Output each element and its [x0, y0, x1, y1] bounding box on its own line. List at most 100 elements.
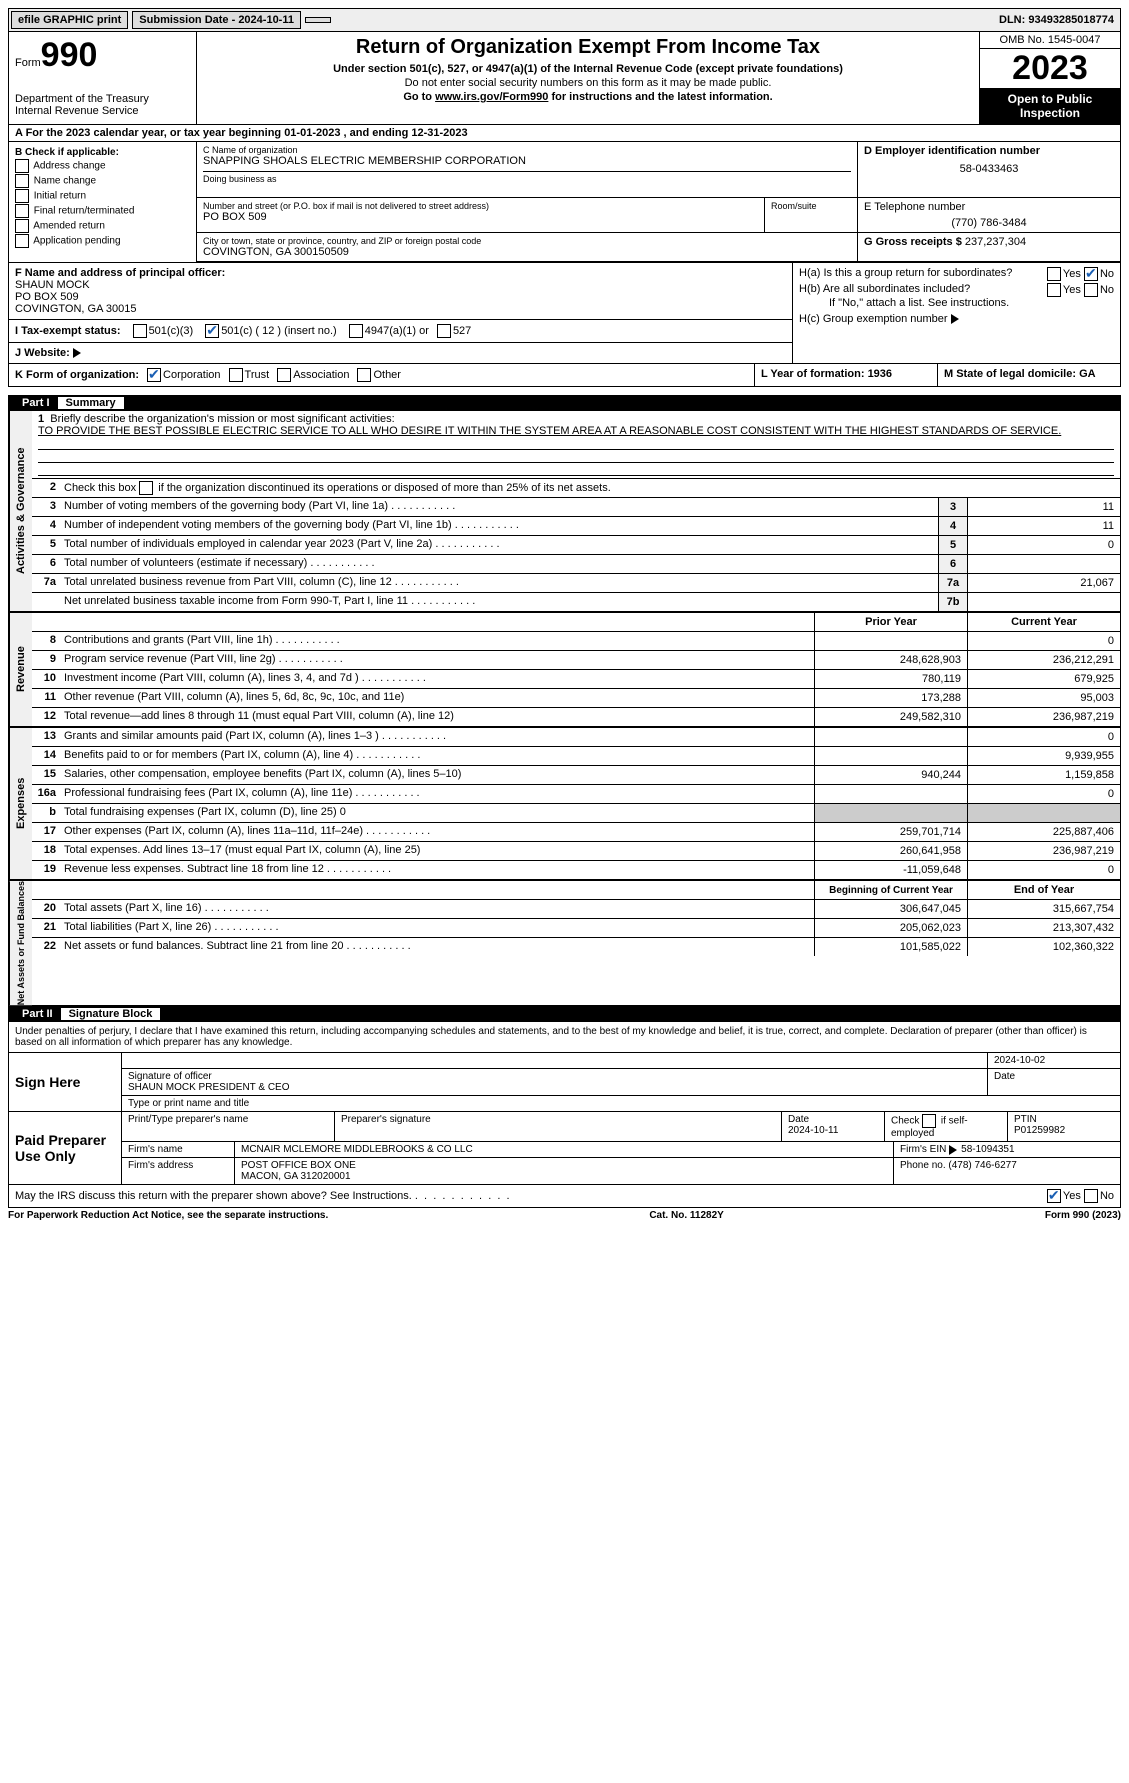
cb-address-change[interactable]: Address change	[15, 159, 190, 173]
org-name: SNAPPING SHOALS ELECTRIC MEMBERSHIP CORP…	[203, 155, 851, 167]
addr: PO BOX 509	[203, 211, 758, 223]
side-na: Net Assets or Fund Balances	[9, 881, 32, 1005]
cb-hb-no[interactable]	[1084, 283, 1098, 297]
dept-treasury: Department of the Treasury Internal Reve…	[15, 93, 190, 117]
cb-amended-return[interactable]: Amended return	[15, 219, 190, 233]
cb-527[interactable]	[437, 324, 451, 338]
check-self-employed[interactable]: Check if self-employed	[885, 1112, 1008, 1141]
cb-corp[interactable]	[147, 368, 161, 382]
row-klm: K Form of organization: Corporation Trus…	[8, 364, 1121, 387]
part1-header: Part I Summary	[8, 395, 1121, 411]
tax-year: 2023	[980, 49, 1120, 88]
l6: Total number of volunteers (estimate if …	[60, 555, 938, 573]
tel: (770) 786-3484	[864, 217, 1114, 229]
officer-label: F Name and address of principal officer:	[15, 267, 225, 279]
v7b	[967, 593, 1120, 611]
dba-label: Doing business as	[203, 171, 851, 184]
open-inspection: Open to Public Inspection	[980, 88, 1120, 124]
l9: Program service revenue (Part VIII, line…	[60, 651, 814, 669]
section-na: Net Assets or Fund Balances Beginning of…	[8, 880, 1121, 1006]
firm-addr-label: Firm's address	[122, 1158, 235, 1184]
date-label: Date	[988, 1069, 1120, 1095]
l15: Salaries, other compensation, employee b…	[60, 766, 814, 784]
l12: Total revenue—add lines 8 through 11 (mu…	[60, 708, 814, 726]
cb-501c3[interactable]	[133, 324, 147, 338]
paid-preparer: Paid Preparer Use Only	[9, 1112, 122, 1184]
l2: Check this box if the organization disco…	[60, 479, 1120, 497]
cb-501c[interactable]	[205, 324, 219, 338]
v3: 11	[967, 498, 1120, 516]
cb-4947[interactable]	[349, 324, 363, 338]
footer-mid: Cat. No. 11282Y	[649, 1210, 723, 1221]
omb-number: OMB No. 1545-0047	[980, 32, 1120, 49]
ptin: P01259982	[1014, 1125, 1114, 1136]
hc: H(c) Group exemption number	[799, 313, 1114, 325]
section-rev: Revenue Prior YearCurrent Year 8Contribu…	[8, 612, 1121, 727]
l13: Grants and similar amounts paid (Part IX…	[60, 728, 814, 746]
l19: Revenue less expenses. Subtract line 18 …	[60, 861, 814, 879]
sig-officer-label: Signature of officer	[128, 1071, 981, 1082]
cb-ha-no[interactable]	[1084, 267, 1098, 281]
org-name-label: C Name of organization	[203, 145, 851, 155]
cb-application-pending[interactable]: Application pending	[15, 234, 190, 248]
l21: Total liabilities (Part X, line 26)	[60, 919, 814, 937]
cb-l2[interactable]	[139, 481, 153, 495]
l14: Benefits paid to or for members (Part IX…	[60, 747, 814, 765]
l8: Contributions and grants (Part VIII, lin…	[60, 632, 814, 650]
cb-hb-yes[interactable]	[1047, 283, 1061, 297]
ein: 58-0433463	[864, 163, 1114, 175]
l1-label: Briefly describe the organization's miss…	[50, 413, 394, 425]
section-ag: Activities & Governance 1 Briefly descri…	[8, 411, 1121, 612]
side-rev: Revenue	[9, 613, 32, 726]
l7b: Net unrelated business taxable income fr…	[60, 593, 938, 611]
section-b-wrapper: B Check if applicable: Address change Na…	[8, 142, 1121, 263]
year-formation: L Year of formation: 1936	[761, 368, 892, 380]
form-number: Form990	[15, 36, 190, 75]
v4: 11	[967, 517, 1120, 535]
ein-label: D Employer identification number	[864, 145, 1114, 157]
subtitle-1: Under section 501(c), 527, or 4947(a)(1)…	[203, 63, 973, 75]
signature-block: Sign Here 2024-10-02 Signature of office…	[8, 1053, 1121, 1185]
dln: DLN: 93493285018774	[993, 12, 1120, 28]
cb-trust[interactable]	[229, 368, 243, 382]
cb-final-return[interactable]: Final return/terminated	[15, 204, 190, 218]
ptin-label: PTIN	[1014, 1114, 1114, 1125]
hdr-py: Prior Year	[814, 613, 967, 631]
prep-date: 2024-10-11	[788, 1125, 878, 1136]
hdr-cy: Current Year	[967, 613, 1120, 631]
city: COVINGTON, GA 300150509	[203, 246, 851, 258]
section-exp: Expenses 13Grants and similar amounts pa…	[8, 727, 1121, 880]
v6	[967, 555, 1120, 573]
firm-ein: Firm's EIN 58-1094351	[900, 1144, 1015, 1155]
cb-other[interactable]	[357, 368, 371, 382]
l17: Other expenses (Part IX, column (A), lin…	[60, 823, 814, 841]
cb-name-change[interactable]: Name change	[15, 174, 190, 188]
subtitle-3: Go to www.irs.gov/Form990 for instructio…	[203, 91, 973, 103]
officer: SHAUN MOCK PO BOX 509 COVINGTON, GA 3001…	[15, 279, 786, 315]
efile-button[interactable]: efile GRAPHIC print	[11, 11, 128, 29]
prep-date-label: Date	[788, 1114, 878, 1125]
v5: 0	[967, 536, 1120, 554]
empty-button[interactable]	[305, 17, 331, 23]
sign-date: 2024-10-02	[988, 1053, 1120, 1068]
l16b: Total fundraising expenses (Part IX, col…	[60, 804, 814, 822]
org-form-label: K Form of organization:	[15, 369, 139, 381]
l3: Number of voting members of the governin…	[60, 498, 938, 516]
cb-discuss-yes[interactable]	[1047, 1189, 1061, 1203]
footer-left: For Paperwork Reduction Act Notice, see …	[8, 1210, 328, 1221]
submission-button[interactable]: Submission Date - 2024-10-11	[132, 11, 301, 29]
cb-assoc[interactable]	[277, 368, 291, 382]
hb-note: If "No," attach a list. See instructions…	[799, 297, 1114, 309]
arrow-icon	[951, 314, 959, 324]
form-header: Form990 Department of the Treasury Inter…	[8, 32, 1121, 125]
irs-link[interactable]: www.irs.gov/Form990	[435, 91, 548, 103]
firm-name-label: Firm's name	[122, 1142, 235, 1157]
subtitle-2: Do not enter social security numbers on …	[203, 77, 973, 89]
cb-ha-yes[interactable]	[1047, 267, 1061, 281]
firm-name: MCNAIR MCLEMORE MIDDLEBROOKS & CO LLC	[235, 1142, 894, 1157]
cb-initial-return[interactable]: Initial return	[15, 189, 190, 203]
l16a: Professional fundraising fees (Part IX, …	[60, 785, 814, 803]
sig-officer: SHAUN MOCK PRESIDENT & CEO	[128, 1082, 981, 1093]
l4: Number of independent voting members of …	[60, 517, 938, 535]
cb-discuss-no[interactable]	[1084, 1189, 1098, 1203]
